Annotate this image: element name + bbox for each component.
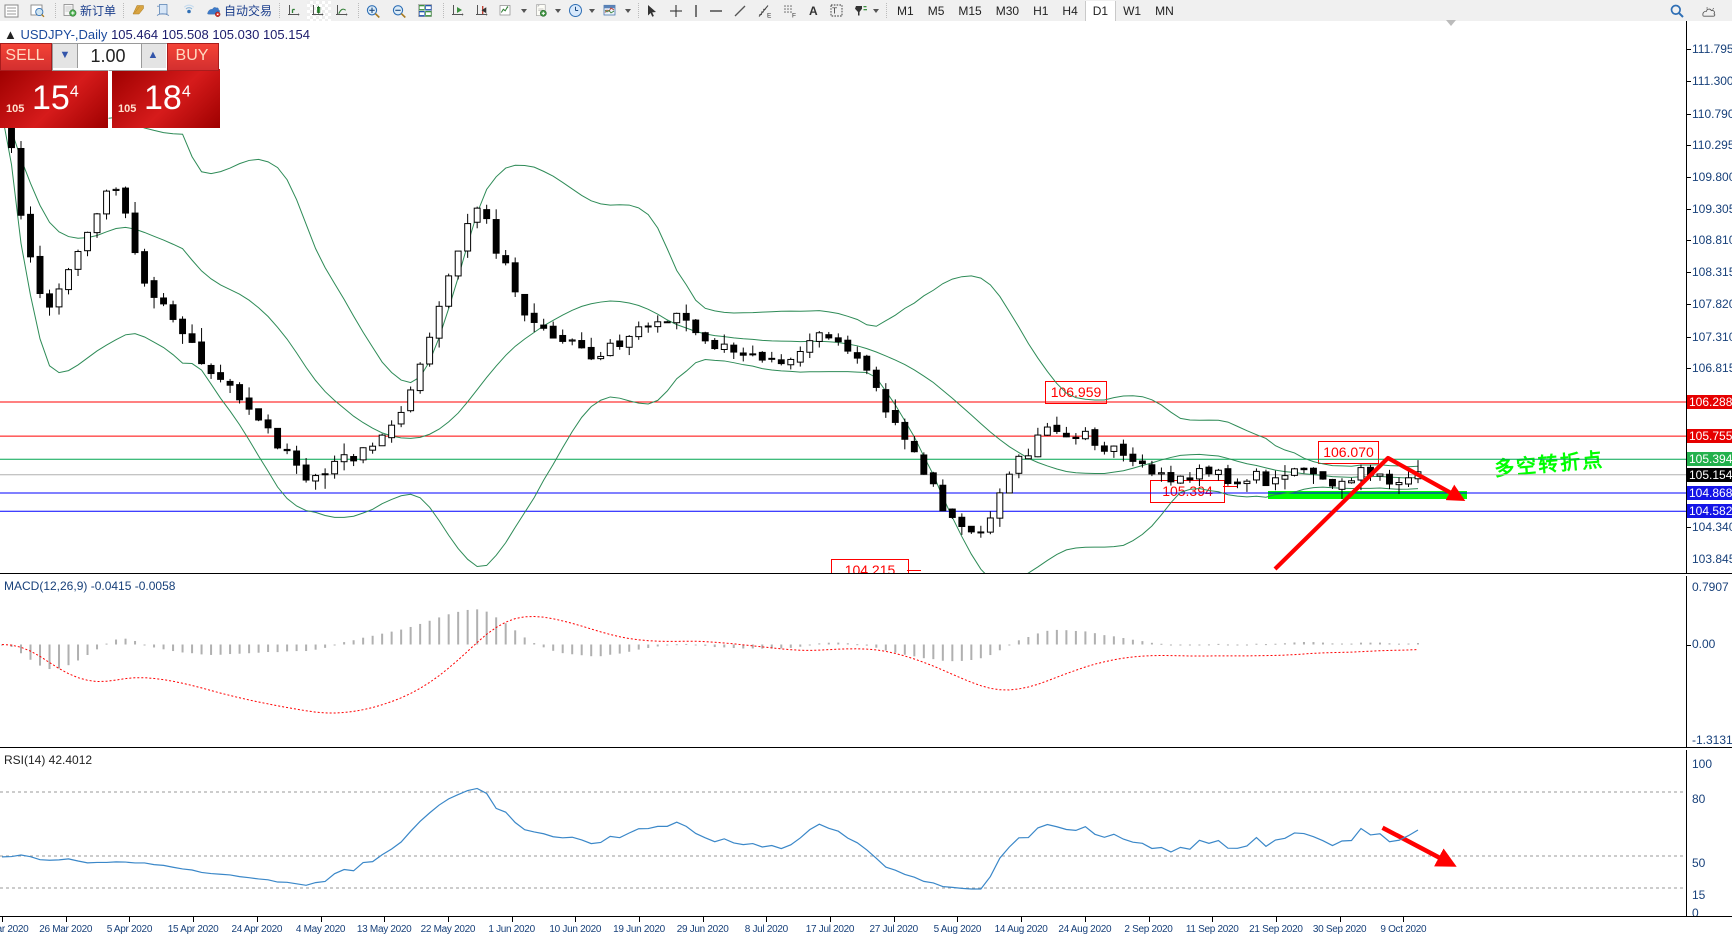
svg-text:A: A bbox=[809, 4, 818, 18]
svg-text:E: E bbox=[767, 12, 772, 18]
svg-text:T: T bbox=[832, 5, 837, 15]
svg-text:F: F bbox=[792, 12, 796, 18]
